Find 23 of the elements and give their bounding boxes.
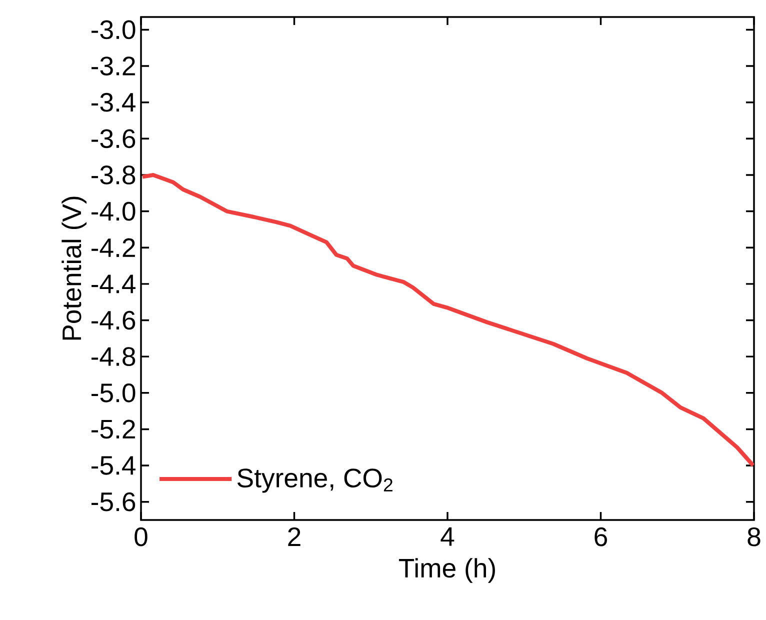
y-tick-label: -5.6 xyxy=(92,492,136,512)
y-tick-label: -5.0 xyxy=(92,383,136,402)
y-tick-label: -3.0 xyxy=(92,20,136,40)
y-tick-label: -3.4 xyxy=(92,92,136,112)
y-tick-label: -4.4 xyxy=(92,274,136,294)
y-tick-label: -5.2 xyxy=(92,420,135,439)
y-axis-title: Potential (V) xyxy=(62,196,87,340)
x-tick-label: 6 xyxy=(594,527,607,546)
y-tick-label: -3.2 xyxy=(92,56,135,76)
legend-label: Styrene, CO$_{2}$ xyxy=(237,468,392,493)
x-tick-label: 8 xyxy=(748,527,760,546)
x-tick-label: 2 xyxy=(288,527,300,546)
y-tick-label: -3.6 xyxy=(92,129,136,148)
y-tick-label: -5.4 xyxy=(92,456,136,475)
line-series xyxy=(141,172,754,468)
x-tick-label: 0 xyxy=(134,527,148,546)
x-tick-label: 4 xyxy=(440,527,454,546)
y-tick-label: -4.8 xyxy=(92,347,136,366)
y-tick-label: -4.6 xyxy=(92,310,136,330)
y-tick-label: -4.0 xyxy=(92,202,136,221)
y-tick-label: -3.8 xyxy=(92,166,136,184)
x-axis-title: Time (h) xyxy=(398,558,495,583)
y-tick-label: -4.2 xyxy=(92,238,135,257)
